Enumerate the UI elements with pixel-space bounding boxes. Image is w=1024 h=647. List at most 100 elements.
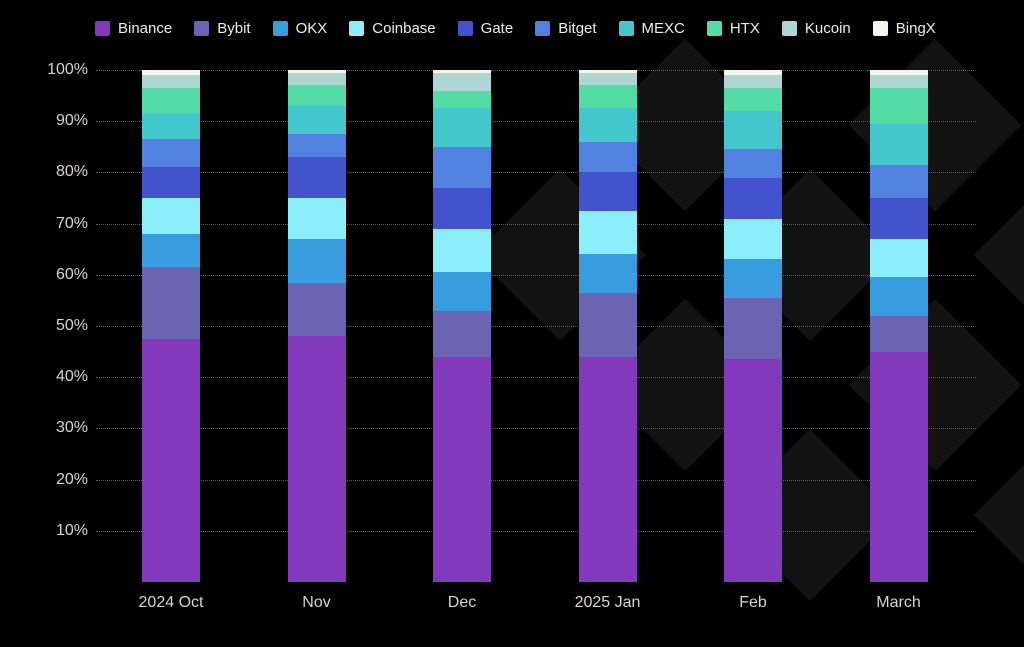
segment-coinbase[interactable] bbox=[578, 210, 637, 255]
stacked-bar bbox=[287, 70, 346, 582]
segment-bingx[interactable] bbox=[724, 70, 782, 76]
segment-bybit[interactable] bbox=[724, 297, 782, 360]
watermark-diamond bbox=[973, 168, 1024, 342]
x-axis-category-label: 2025 Jan bbox=[574, 594, 641, 611]
stacked-bar bbox=[724, 70, 782, 582]
legend-item-bybit[interactable]: Bybit bbox=[194, 20, 251, 37]
segment-bingx[interactable] bbox=[578, 70, 637, 73]
segment-bingx[interactable] bbox=[869, 70, 928, 76]
segment-coinbase[interactable] bbox=[724, 218, 782, 260]
gridline bbox=[96, 479, 976, 481]
segment-bitget[interactable] bbox=[142, 139, 200, 168]
legend-label: Kucoin bbox=[804, 20, 851, 37]
segment-gate[interactable] bbox=[433, 187, 491, 229]
segment-mexc[interactable] bbox=[578, 108, 637, 142]
segment-binance[interactable] bbox=[433, 356, 491, 582]
legend-item-bingx[interactable]: BingX bbox=[872, 21, 936, 36]
segment-bitget[interactable] bbox=[578, 141, 637, 173]
segment-bitget[interactable] bbox=[433, 146, 491, 188]
segment-bingx[interactable] bbox=[142, 70, 200, 76]
segment-okx[interactable] bbox=[142, 233, 200, 268]
gridline bbox=[96, 326, 976, 327]
segment-okx[interactable] bbox=[287, 238, 346, 283]
legend-swatch-icon bbox=[272, 21, 288, 36]
segment-gate[interactable] bbox=[287, 157, 346, 199]
legend-item-htx[interactable]: HTX bbox=[706, 21, 760, 36]
segment-gate[interactable] bbox=[724, 177, 782, 219]
segment-htx[interactable] bbox=[724, 87, 782, 111]
gridline bbox=[96, 274, 976, 276]
segment-binance[interactable] bbox=[287, 336, 346, 582]
gridline bbox=[96, 70, 976, 71]
segment-mexc[interactable] bbox=[142, 113, 200, 140]
gridline bbox=[96, 377, 976, 379]
segment-kucoin[interactable] bbox=[578, 72, 637, 86]
y-axis-tick-label: 20% bbox=[55, 470, 88, 488]
segment-mexc[interactable] bbox=[724, 111, 782, 150]
segment-gate[interactable] bbox=[578, 172, 637, 211]
segment-okx[interactable] bbox=[724, 259, 782, 298]
segment-kucoin[interactable] bbox=[869, 75, 928, 88]
legend-swatch-icon bbox=[535, 21, 551, 36]
segment-binance[interactable] bbox=[724, 359, 782, 582]
legend-item-gate[interactable]: Gate bbox=[457, 21, 513, 36]
segment-htx[interactable] bbox=[433, 90, 491, 109]
legend-item-coinbase[interactable]: Coinbase bbox=[349, 21, 436, 36]
segment-mexc[interactable] bbox=[433, 108, 491, 147]
segment-kucoin[interactable] bbox=[142, 75, 200, 88]
y-axis-tick-label: 30% bbox=[55, 419, 88, 437]
segment-binance[interactable] bbox=[142, 338, 200, 582]
segment-bitget[interactable] bbox=[287, 134, 346, 158]
segment-bingx[interactable] bbox=[287, 70, 346, 73]
gridline bbox=[96, 530, 976, 532]
segment-bitget[interactable] bbox=[724, 149, 782, 178]
legend-item-kucoin[interactable]: Kucoin bbox=[781, 20, 851, 37]
segment-coinbase[interactable] bbox=[142, 198, 200, 234]
segment-binance[interactable] bbox=[869, 351, 928, 582]
segment-gate[interactable] bbox=[142, 167, 200, 199]
legend-item-bitget[interactable]: Bitget bbox=[535, 20, 597, 37]
legend-label: Bitget bbox=[558, 20, 597, 37]
segment-bingx[interactable] bbox=[433, 70, 491, 73]
legend-label: OKX bbox=[295, 20, 328, 37]
segment-coinbase[interactable] bbox=[433, 228, 491, 273]
segment-coinbase[interactable] bbox=[287, 198, 346, 239]
stacked-bar bbox=[578, 70, 637, 582]
y-axis-tick-label: 80% bbox=[55, 163, 88, 181]
segment-bybit[interactable] bbox=[869, 315, 928, 352]
legend-item-okx[interactable]: OKX bbox=[272, 20, 328, 37]
stacked-bar bbox=[869, 70, 928, 582]
segment-bybit[interactable] bbox=[578, 292, 637, 357]
legend-item-binance[interactable]: Binance bbox=[95, 21, 172, 36]
x-axis-category-label: Feb bbox=[739, 594, 767, 611]
segment-okx[interactable] bbox=[869, 277, 928, 316]
segment-kucoin[interactable] bbox=[287, 72, 346, 86]
segment-okx[interactable] bbox=[433, 272, 491, 311]
segment-htx[interactable] bbox=[142, 87, 200, 114]
gridline bbox=[96, 223, 976, 225]
segment-htx[interactable] bbox=[869, 88, 928, 124]
segment-gate[interactable] bbox=[869, 198, 928, 239]
legend-swatch-icon bbox=[349, 21, 365, 36]
segment-okx[interactable] bbox=[578, 254, 637, 293]
segment-bybit[interactable] bbox=[433, 310, 491, 357]
segment-mexc[interactable] bbox=[869, 123, 928, 165]
y-axis-tick-label: 90% bbox=[55, 112, 88, 130]
legend-label: Bybit bbox=[217, 20, 251, 37]
legend-item-mexc[interactable]: MEXC bbox=[618, 21, 685, 36]
segment-bybit[interactable] bbox=[287, 282, 346, 337]
segment-bybit[interactable] bbox=[142, 267, 200, 339]
x-axis-category-label: Dec bbox=[447, 594, 477, 611]
segment-mexc[interactable] bbox=[287, 105, 346, 135]
segment-bitget[interactable] bbox=[869, 164, 928, 199]
segment-htx[interactable] bbox=[287, 85, 346, 106]
segment-binance[interactable] bbox=[578, 356, 637, 582]
y-axis-tick-label: 60% bbox=[55, 265, 88, 283]
legend-swatch-icon bbox=[457, 21, 473, 36]
x-axis-category-label: 2024 Oct bbox=[138, 594, 204, 611]
gridline bbox=[96, 121, 976, 123]
segment-coinbase[interactable] bbox=[869, 239, 928, 278]
segment-kucoin[interactable] bbox=[724, 75, 782, 88]
segment-kucoin[interactable] bbox=[433, 72, 491, 91]
segment-htx[interactable] bbox=[578, 85, 637, 109]
